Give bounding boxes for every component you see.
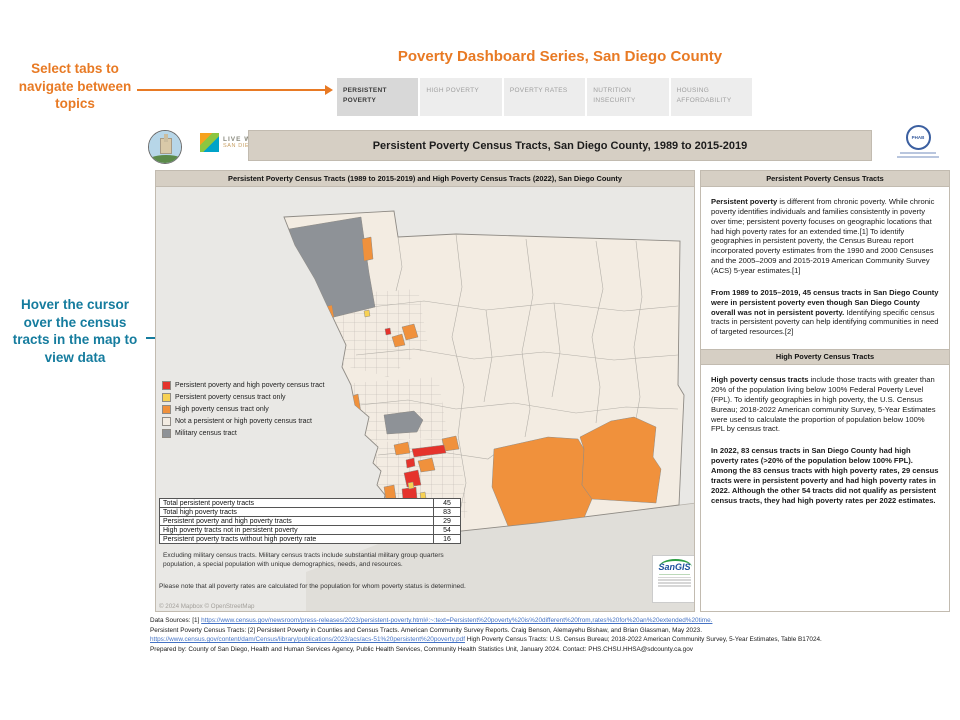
table-row: Total persistent poverty tracts 45 — [160, 499, 460, 508]
source-line-1: Data Sources: [1] https://www.census.gov… — [150, 617, 713, 624]
tract-summary-table: Total persistent poverty tracts 45 Total… — [159, 498, 461, 544]
legend-swatch-orange — [162, 405, 171, 414]
paragraph-high-poverty-definition: High poverty census tracts include those… — [711, 375, 936, 434]
footnote-poverty-rates: Please note that all poverty rates are c… — [159, 583, 466, 590]
sangis-logo: SanGIS — [652, 555, 694, 603]
legend-item: Persistent poverty and high poverty cens… — [162, 381, 324, 390]
data-sources-footer: Data Sources: [1] https://www.census.gov… — [150, 616, 955, 654]
arrow-to-tabs — [137, 89, 325, 91]
san-diego-county-map-svg[interactable] — [156, 187, 694, 611]
topic-tabbar: PERSISTENT POVERTY HIGH POVERTY POVERTY … — [337, 78, 753, 116]
map-panel: Persistent Poverty Census Tracts (1989 t… — [155, 170, 695, 612]
live-well-san-diego-logo: LIVE WELL SAN DIEGO — [200, 133, 267, 152]
phab-accreditation-badge: PHAB — [894, 125, 942, 158]
legend-item: High poverty census tract only — [162, 405, 324, 414]
info-panel: Persistent Poverty Census Tracts Persist… — [700, 170, 950, 612]
county-of-san-diego-seal — [148, 130, 182, 164]
table-row: Persistent poverty and high poverty trac… — [160, 517, 460, 526]
report-banner-title: Persistent Poverty Census Tracts, San Di… — [248, 130, 872, 161]
page-title: Poverty Dashboard Series, San Diego Coun… — [397, 48, 723, 65]
map-legend: Persistent poverty and high poverty cens… — [162, 381, 324, 441]
tab-persistent-poverty[interactable]: PERSISTENT POVERTY — [337, 78, 419, 116]
annotation-select-tabs: Select tabs to navigate between topics — [18, 61, 132, 112]
paragraph-persistent-findings: From 1989 to 2015–2019, 45 census tracts… — [711, 287, 939, 337]
source-link-persistent-poverty[interactable]: https://www.census.gov/newsroom/press-re… — [201, 617, 713, 624]
map-panel-title: Persistent Poverty Census Tracts (1989 t… — [156, 171, 694, 187]
paragraph-persistent-definition: Persistent poverty is different from chr… — [711, 197, 935, 276]
info-panel-title-persistent: Persistent Poverty Census Tracts — [701, 171, 949, 187]
legend-item: Military census tract — [162, 429, 324, 438]
paragraph-high-poverty-findings: In 2022, 83 census tracts in San Diego C… — [711, 446, 939, 505]
arrow-to-tabs-head — [325, 85, 333, 95]
tab-nutrition-insecurity[interactable]: NUTRITION INSECURITY — [587, 78, 669, 116]
tab-housing-affordability[interactable]: HOUSING AFFORDABILITY — [670, 78, 753, 116]
legend-item: Persistent poverty census tract only — [162, 393, 324, 402]
tab-high-poverty[interactable]: HIGH POVERTY — [420, 78, 502, 116]
map-attribution: © 2024 Mapbox © OpenStreetMap — [159, 603, 255, 610]
legend-swatch-gray — [162, 429, 171, 438]
table-row: High poverty tracts not in persistent po… — [160, 526, 460, 535]
source-line-3: https://www.census.gov/content/dam/Censu… — [150, 636, 822, 644]
info-panel-title-high-poverty: High Poverty Census Tracts — [701, 349, 949, 366]
live-well-icon — [200, 133, 219, 152]
tab-poverty-rates[interactable]: POVERTY RATES — [503, 78, 586, 116]
table-row: Total high poverty tracts 83 — [160, 508, 460, 517]
census-tract-map[interactable]: Persistent poverty and high poverty cens… — [156, 187, 694, 611]
sangis-swoosh-icon — [659, 559, 692, 567]
source-line-2: Persistent Poverty Census Tracts: [2] Pe… — [150, 626, 702, 634]
footnote-military: Excluding military census tracts. Milita… — [163, 552, 444, 568]
legend-item: Not a persistent or high poverty census … — [162, 417, 324, 426]
legend-swatch-beige — [162, 417, 171, 426]
legend-swatch-red — [162, 381, 171, 390]
annotation-hover-map: Hover the cursor over the census tracts … — [12, 297, 138, 365]
source-line-4: Prepared by: County of San Diego, Health… — [150, 645, 693, 653]
source-link-acs-pdf[interactable]: https://www.census.gov/content/dam/Censu… — [150, 636, 465, 644]
legend-swatch-yellow — [162, 393, 171, 402]
table-row: Persistent poverty tracts without high p… — [160, 535, 460, 543]
